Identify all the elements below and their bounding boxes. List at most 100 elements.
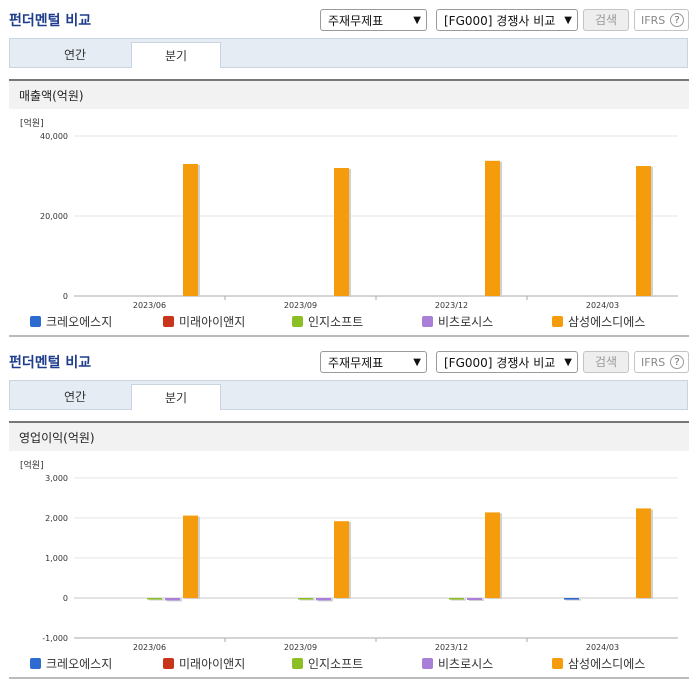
legend-label: 미래아이앤지 [179, 315, 246, 329]
legend-label: 비츠로시스 [438, 657, 494, 671]
legend-label: 인지소프트 [308, 657, 364, 671]
bar-5 [334, 521, 349, 598]
legend-item[interactable]: 미래아이앤지 [163, 313, 245, 330]
legend-swatch [292, 316, 303, 327]
chart-title: 영업이익(억원) [9, 421, 689, 451]
x-tick-label: 2023/06 [133, 643, 166, 652]
tab-annual[interactable]: 연간 [63, 390, 87, 404]
legend-label: 크레오에스지 [46, 657, 113, 671]
bar-3 [147, 598, 162, 600]
bar-4 [316, 598, 331, 601]
tab-quarterly[interactable]: 분기 [131, 42, 221, 68]
legend-item[interactable]: 크레오에스지 [30, 655, 112, 672]
peer-group-select-value: [FG000] 경쟁사 비교 [444, 356, 556, 370]
bar-4 [467, 598, 482, 600]
legend-swatch [163, 658, 174, 669]
bar-5 [485, 512, 500, 598]
peer-group-select-value: [FG000] 경쟁사 비교 [444, 14, 556, 28]
y-tick-label: 1,000 [45, 554, 68, 563]
fundamental-panel-revenue: 펀더멘털 비교 주재무제표 ▼ [FG000] 경쟁사 비교 ▼ 검색 IFRS… [0, 0, 696, 337]
panel-header: 펀더멘털 비교 주재무제표 ▼ [FG000] 경쟁사 비교 ▼ 검색 IFRS… [0, 0, 696, 34]
tab-quarterly[interactable]: 분기 [131, 384, 221, 410]
legend-item[interactable]: 비츠로시스 [422, 313, 493, 330]
legend-item[interactable]: 크레오에스지 [30, 313, 112, 330]
legend-item[interactable]: 인지소프트 [292, 655, 363, 672]
help-icon: ? [670, 355, 684, 369]
y-tick-label: 0 [63, 594, 68, 603]
search-button[interactable]: 검색 [583, 351, 629, 373]
chart-title: 매출액(억원) [9, 79, 689, 109]
panel-title: 펀더멘털 비교 [9, 13, 92, 29]
ifrs-help-button[interactable]: IFRS ? [634, 9, 689, 31]
legend-label: 인지소프트 [308, 315, 364, 329]
legend-label: 삼성에스디에스 [568, 315, 646, 329]
y-unit-label: [억원] [20, 117, 44, 129]
bar-5 [334, 168, 349, 296]
chevron-down-icon: ▼ [564, 357, 572, 368]
chart-divider [9, 677, 689, 679]
bar-1 [564, 598, 579, 600]
tab-annual[interactable]: 연간 [63, 48, 87, 62]
revenue-chart: [억원] 0 20,000 40,000 2023/06 2023/09 2023/12 20… [20, 117, 678, 310]
x-tick-label: 2023/09 [284, 643, 317, 652]
legend-item[interactable]: 비츠로시스 [422, 655, 493, 672]
period-tabs: 연간 분기 [9, 380, 688, 410]
chevron-down-icon: ▼ [413, 15, 421, 26]
y-unit-label: [억원] [20, 459, 44, 471]
bar-5 [636, 508, 651, 598]
ifrs-label: IFRS [641, 356, 666, 369]
legend-swatch [422, 316, 433, 327]
statement-select-value: 주재무제표 [328, 14, 384, 28]
ifrs-help-button[interactable]: IFRS ? [634, 351, 689, 373]
y-tick-label: -1,000 [42, 634, 68, 643]
legend-label: 비츠로시스 [438, 315, 494, 329]
legend-swatch [30, 658, 41, 669]
bar-3 [449, 598, 464, 600]
panel-title: 펀더멘털 비교 [9, 355, 92, 371]
period-tabs: 연간 분기 [9, 38, 688, 68]
x-tick-label: 2024/03 [586, 301, 619, 310]
legend-item[interactable]: 삼성에스디에스 [552, 313, 645, 330]
panel-header: 펀더멘털 비교 주재무제표 ▼ [FG000] 경쟁사 비교 ▼ 검색 IFRS… [0, 342, 696, 376]
x-tick-label: 2023/12 [435, 301, 468, 310]
y-tick-label: 20,000 [40, 212, 68, 221]
y-tick-label: 3,000 [45, 474, 68, 483]
x-tick-label: 2023/09 [284, 301, 317, 310]
y-tick-label: 0 [63, 292, 68, 301]
bar-shadow [149, 599, 164, 601]
search-button[interactable]: 검색 [583, 9, 629, 31]
legend-item[interactable]: 인지소프트 [292, 313, 363, 330]
bar-4 [165, 598, 180, 601]
chevron-down-icon: ▼ [564, 15, 572, 26]
legend-swatch [30, 316, 41, 327]
legend-label: 크레오에스지 [46, 315, 113, 329]
help-icon: ? [670, 13, 684, 27]
legend-item[interactable]: 삼성에스디에스 [552, 655, 645, 672]
x-tick-label: 2024/03 [586, 643, 619, 652]
y-tick-label: 2,000 [45, 514, 68, 523]
legend-item[interactable]: 미래아이앤지 [163, 655, 245, 672]
x-tick-label: 2023/06 [133, 301, 166, 310]
chevron-down-icon: ▼ [413, 357, 421, 368]
legend-label: 삼성에스디에스 [568, 657, 646, 671]
peer-group-select[interactable]: [FG000] 경쟁사 비교 ▼ [436, 351, 578, 373]
legend-swatch [552, 316, 563, 327]
bar-5 [636, 166, 651, 296]
fundamental-panel-operating-income: 펀더멘털 비교 주재무제표 ▼ [FG000] 경쟁사 비교 ▼ 검색 IFRS… [0, 342, 696, 684]
y-tick-label: 40,000 [40, 132, 68, 141]
statement-select[interactable]: 주재무제표 ▼ [320, 351, 427, 373]
legend-swatch [292, 658, 303, 669]
legend-label: 미래아이앤지 [179, 657, 246, 671]
chart-divider [9, 335, 689, 337]
bar-shadow [300, 599, 315, 601]
bar-shadow [566, 599, 581, 601]
peer-group-select[interactable]: [FG000] 경쟁사 비교 ▼ [436, 9, 578, 31]
statement-select[interactable]: 주재무제표 ▼ [320, 9, 427, 31]
bar-5 [183, 164, 198, 296]
bar-5 [183, 515, 198, 598]
legend-swatch [552, 658, 563, 669]
statement-select-value: 주재무제표 [328, 356, 384, 370]
x-tick-label: 2023/12 [435, 643, 468, 652]
bar-5 [485, 160, 500, 296]
ifrs-label: IFRS [641, 14, 666, 27]
